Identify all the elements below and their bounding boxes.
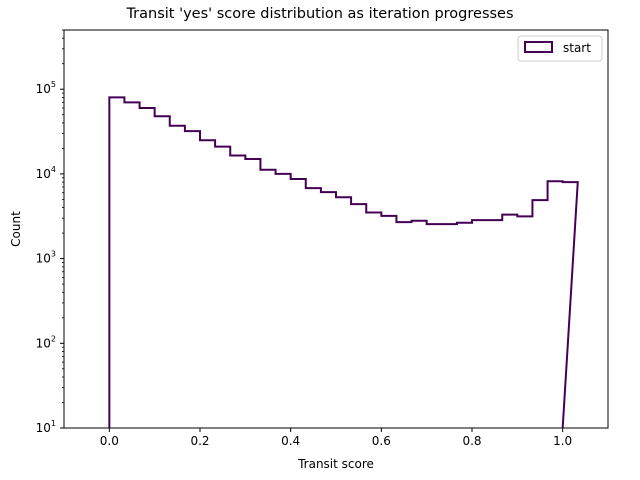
chart-title: Transit 'yes' score distribution as iter…	[125, 6, 513, 22]
y-tick-label: 101	[36, 419, 56, 435]
x-tick-label: 0.2	[190, 434, 209, 448]
x-tick-label: 0.0	[100, 434, 119, 448]
x-tick-label: 0.8	[462, 434, 481, 448]
axes-frame	[63, 29, 609, 429]
x-tick-label: 1.0	[553, 434, 572, 448]
y-tick-label: 102	[36, 334, 56, 350]
legend-label-start: start	[563, 41, 591, 55]
legend-swatch-start	[524, 41, 553, 53]
y-tick-label: 104	[36, 165, 56, 181]
legend: start	[517, 35, 603, 62]
y-axis-label: Count	[9, 211, 23, 247]
plot-area	[63, 29, 609, 429]
x-axis-label: Transit score	[297, 457, 374, 471]
histogram-series-start	[108, 96, 579, 429]
x-tick-label: 0.6	[372, 434, 391, 448]
x-axis: 0.0 0.2 0.4 0.6 0.8 1.0	[100, 428, 572, 448]
x-tick-label: 0.4	[281, 434, 300, 448]
y-axis: 101 102 103 104 105	[36, 29, 64, 435]
y-tick-label: 105	[36, 80, 56, 96]
y-tick-label: 103	[36, 250, 56, 266]
